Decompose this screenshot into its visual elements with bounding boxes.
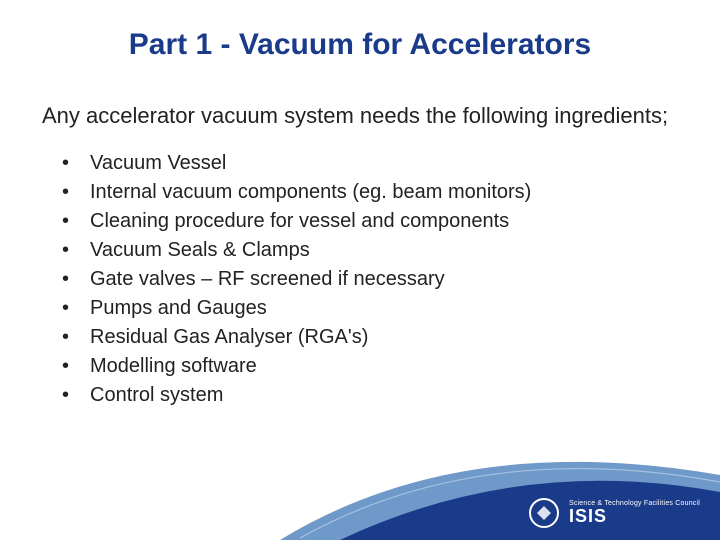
list-item: Vacuum Vessel bbox=[62, 150, 678, 177]
list-item: Modelling software bbox=[62, 353, 678, 380]
list-item: Vacuum Seals & Clamps bbox=[62, 237, 678, 264]
swoosh-icon bbox=[0, 420, 720, 540]
swoosh-accent-line-path bbox=[300, 469, 720, 538]
swoosh-light-path bbox=[280, 462, 720, 540]
list-item: Control system bbox=[62, 382, 678, 409]
list-item: Residual Gas Analyser (RGA's) bbox=[62, 324, 678, 351]
footer-logo: Science & Technology Facilities Council … bbox=[529, 498, 700, 528]
list-item: Cleaning procedure for vessel and compon… bbox=[62, 208, 678, 235]
bullet-list: Vacuum Vessel Internal vacuum components… bbox=[0, 138, 720, 409]
stfc-logo-icon bbox=[529, 498, 559, 528]
footer-logo-text: Science & Technology Facilities Council … bbox=[569, 500, 700, 526]
swoosh-dark-path bbox=[340, 481, 720, 540]
list-item: Pumps and Gauges bbox=[62, 295, 678, 322]
slide-title: Part 1 - Vacuum for Accelerators bbox=[0, 0, 720, 72]
list-item: Gate valves – RF screened if necessary bbox=[62, 266, 678, 293]
slide: Part 1 - Vacuum for Accelerators Any acc… bbox=[0, 0, 720, 540]
footer-swoosh: Science & Technology Facilities Council … bbox=[0, 420, 720, 540]
stfc-logo-inner-icon bbox=[537, 506, 551, 520]
intro-paragraph: Any accelerator vacuum system needs the … bbox=[0, 72, 720, 138]
org-label: ISIS bbox=[569, 507, 700, 526]
council-label: Science & Technology Facilities Council bbox=[569, 500, 700, 507]
list-item: Internal vacuum components (eg. beam mon… bbox=[62, 179, 678, 206]
